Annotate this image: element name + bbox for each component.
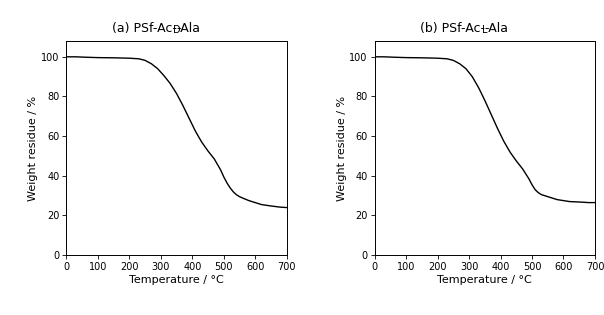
Text: D: D — [173, 25, 181, 35]
Text: -Ala: -Ala — [176, 21, 201, 35]
X-axis label: Temperature / °C: Temperature / °C — [129, 275, 224, 285]
Text: (a) PSf-Ac-: (a) PSf-Ac- — [112, 21, 176, 35]
Y-axis label: Weight residue / %: Weight residue / % — [336, 95, 347, 201]
Y-axis label: Weight residue / %: Weight residue / % — [28, 95, 38, 201]
Text: L: L — [482, 25, 487, 35]
X-axis label: Temperature / °C: Temperature / °C — [437, 275, 532, 285]
Text: -Ala: -Ala — [485, 21, 509, 35]
Text: (b) PSf-Ac-: (b) PSf-Ac- — [420, 21, 485, 35]
